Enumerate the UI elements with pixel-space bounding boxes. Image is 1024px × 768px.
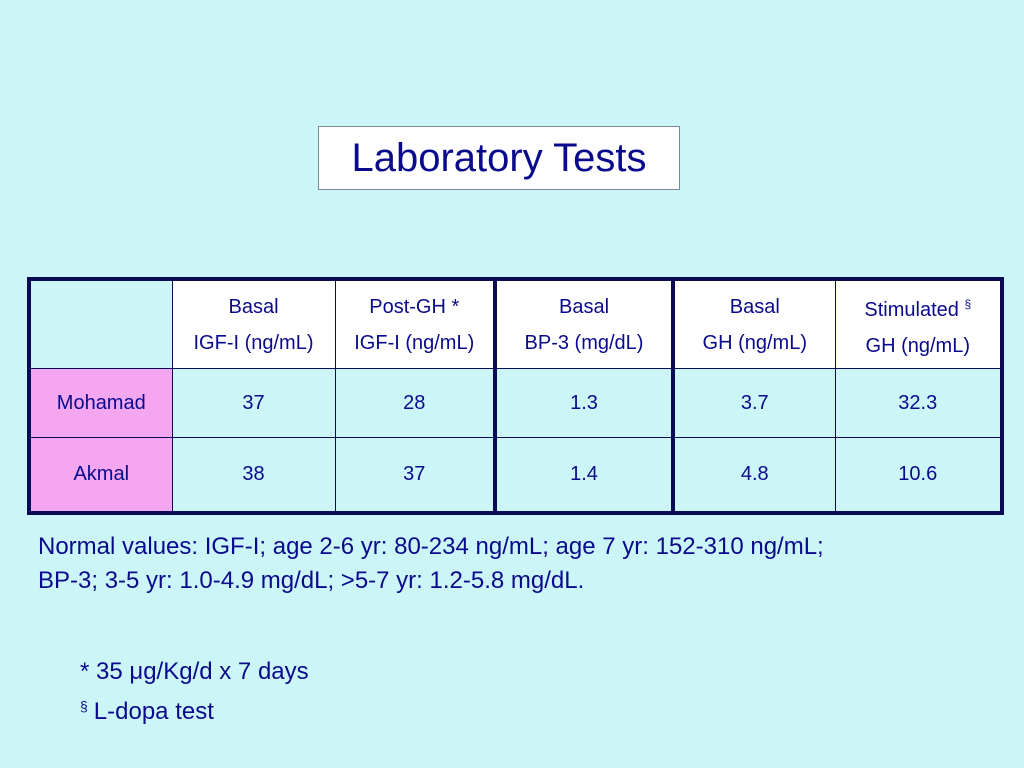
- header-line1: Basal: [729, 295, 780, 318]
- header-line2: GH (ng/mL): [702, 331, 807, 354]
- table-cell: 28: [334, 368, 496, 438]
- table-cell: 1.4: [493, 437, 674, 514]
- title-box: Laboratory Tests: [318, 126, 680, 190]
- table-cell: 37: [334, 437, 496, 514]
- table-row: Akmal 38 37 1.4 4.8 10.6: [28, 437, 1003, 514]
- header-line1: Stimulated: [864, 298, 959, 321]
- page-title: Laboratory Tests: [351, 135, 647, 180]
- corner-cell: [28, 278, 173, 369]
- header-stimulated-gh: Stimulated § GH (ng/mL): [834, 278, 1003, 369]
- table-cell: 4.8: [671, 437, 836, 514]
- header-basal-igf: Basal IGF-I (ng/mL): [171, 278, 336, 369]
- header-line1: Basal: [558, 295, 610, 318]
- normal-values-line: BP-3; 3-5 yr: 1.0-4.9 mg/dL; >5-7 yr: 1.…: [38, 567, 585, 594]
- table-cell: 1.3: [493, 368, 674, 438]
- header-line1: Post-GH *: [369, 295, 460, 318]
- footnotes: * 35 μg/Kg/d x 7 days § L-dopa test: [80, 655, 309, 729]
- section-symbol: §: [80, 698, 88, 714]
- table-header-row: Basal IGF-I (ng/mL) Post-GH * IGF-I (ng/…: [28, 278, 1003, 369]
- footnote-star: * 35 μg/Kg/d x 7 days: [80, 658, 309, 685]
- header-line1: Basal: [228, 295, 279, 318]
- header-line2: IGF-I (ng/mL): [354, 331, 475, 354]
- header-basal-bp3: Basal BP-3 (mg/dL): [493, 278, 674, 369]
- table-cell: 38: [171, 437, 336, 514]
- patient-name: Mohamad: [28, 368, 173, 438]
- header-line2: IGF-I (ng/mL): [193, 331, 314, 354]
- footnote-section: § L-dopa test: [80, 689, 309, 729]
- table-row: Mohamad 37 28 1.3 3.7 32.3: [28, 368, 1003, 438]
- normal-values-line: Normal values: IGF-I; age 2-6 yr: 80-234…: [38, 533, 824, 560]
- header-basal-gh: Basal GH (ng/mL): [671, 278, 836, 369]
- header-postgh-igf: Post-GH * IGF-I (ng/mL): [334, 278, 496, 369]
- table-cell: 37: [171, 368, 336, 438]
- table-cell: 10.6: [834, 437, 1003, 514]
- table-cell: 32.3: [834, 368, 1003, 438]
- table-cell: 3.7: [671, 368, 836, 438]
- patient-name: Akmal: [28, 437, 173, 514]
- normal-values-note: Normal values: IGF-I; age 2-6 yr: 80-234…: [38, 530, 824, 598]
- footnote-section-text: L-dopa test: [93, 698, 214, 725]
- header-line2: GH (ng/mL): [865, 334, 970, 357]
- lab-results-table: Basal IGF-I (ng/mL) Post-GH * IGF-I (ng/…: [27, 277, 1004, 515]
- header-line2: BP-3 (mg/dL): [524, 331, 644, 354]
- section-mark: §: [964, 296, 972, 311]
